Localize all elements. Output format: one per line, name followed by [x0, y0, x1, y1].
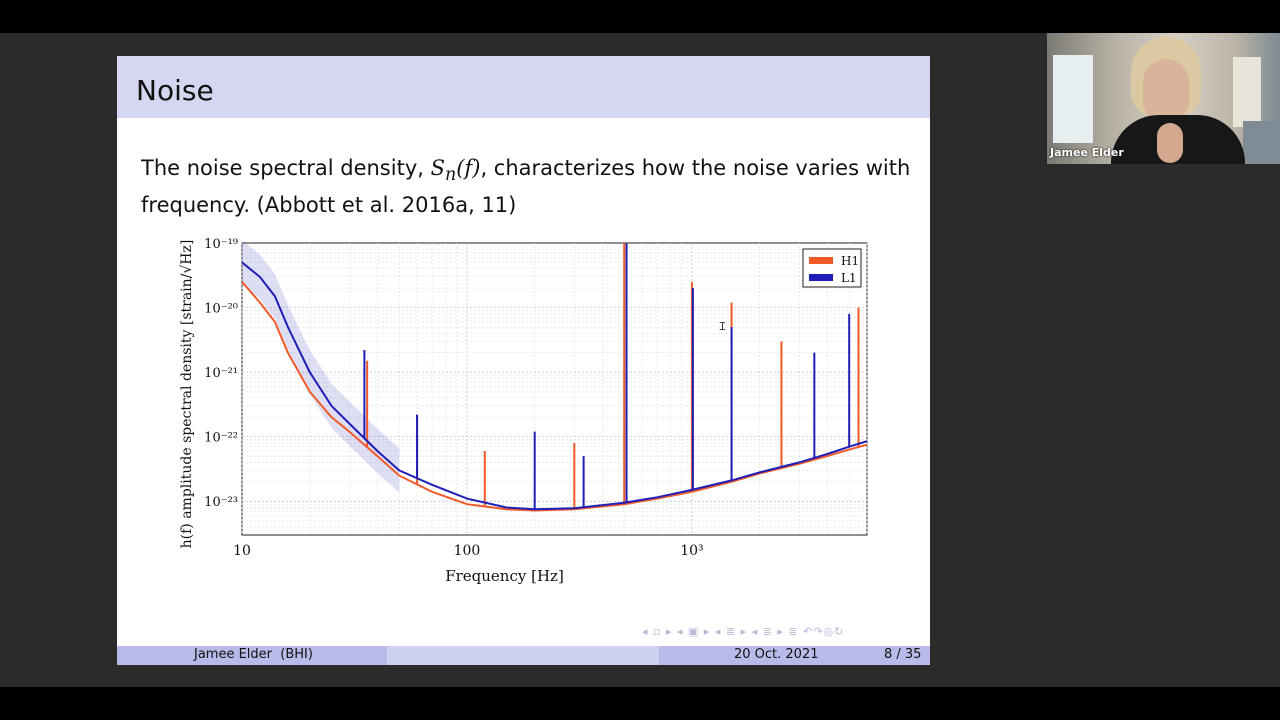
y-axis-label: h(f) amplitude spectral density [strain/…: [179, 240, 195, 549]
legend-label-h1: H1: [841, 254, 859, 268]
footer-date: 20 Oct. 2021: [734, 647, 819, 662]
legend-swatch-l1: [809, 274, 833, 281]
slide: Noise The noise spectral density, Sn(f),…: [117, 56, 930, 665]
slide-footer: Jamee Elder (BHI) 20 Oct. 2021 8 / 35: [117, 646, 930, 665]
y-tick-label: 10⁻²¹: [204, 366, 238, 381]
footer-page-number: 8 / 35: [884, 647, 922, 662]
chart-svg: 10 100 10³ 10⁻²³ 10⁻²² 10⁻²¹ 10⁻²⁰ 10⁻¹⁹ Frequen…: [179, 237, 868, 585]
math-symbol: Sn(f): [430, 156, 481, 185]
footer-author-block: Jamee Elder (BHI): [117, 646, 387, 665]
y-tick-label: 10⁻¹⁹: [204, 237, 238, 252]
slide-body-text: The noise spectral density, Sn(f), chara…: [141, 153, 911, 220]
y-tick-label: 10⁻²³: [204, 495, 238, 510]
participant-face: [1143, 59, 1189, 123]
math-s: S: [430, 156, 445, 180]
x-axis-label: Frequency [Hz]: [445, 567, 564, 585]
footer-date-block: 20 Oct. 2021 8 / 35: [659, 646, 930, 665]
body-prefix: The noise spectral density,: [141, 156, 431, 180]
legend-swatch-h1: [809, 257, 833, 264]
l1-uncertainty-band: [242, 240, 400, 493]
series-line-h1: [241, 281, 868, 512]
math-arg: (f): [456, 156, 481, 180]
footer-author: Jamee Elder (BHI): [194, 647, 313, 662]
beamer-navigation[interactable]: ◂ ▫ ▸ ◂ ▣ ▸ ◂ ≣ ▸ ◂ ≣ ▸ ≣ ↶↷◎↻: [642, 625, 845, 638]
series-line-l1: [241, 261, 868, 511]
background-sofa: [1243, 121, 1280, 164]
participant-hand: [1157, 123, 1183, 163]
x-tick-label: 10: [233, 543, 251, 559]
y-tick-label: 10⁻²⁰: [204, 302, 238, 317]
footer-middle-block: [387, 646, 659, 665]
participant-video[interactable]: Jamee Elder: [1047, 33, 1280, 164]
slide-header: Noise: [117, 56, 930, 118]
background-window: [1053, 55, 1093, 143]
participant-name: Jamee Elder: [1050, 146, 1124, 159]
y-tick-label: 10⁻²²: [204, 431, 238, 446]
slide-title: Noise: [136, 74, 214, 107]
x-tick-label: 100: [454, 543, 481, 559]
background-shelf: [1233, 57, 1261, 127]
body-suffix: , characterizes how the noise varies wit…: [141, 156, 911, 218]
text-cursor-icon: Ｉ: [717, 320, 728, 333]
x-tick-label: 10³: [680, 543, 703, 559]
legend-label-l1: L1: [841, 271, 857, 285]
chart: 10 100 10³ 10⁻²³ 10⁻²² 10⁻²¹ 10⁻²⁰ 10⁻¹⁹ Frequen…: [167, 226, 877, 596]
math-sub: n: [444, 165, 457, 186]
